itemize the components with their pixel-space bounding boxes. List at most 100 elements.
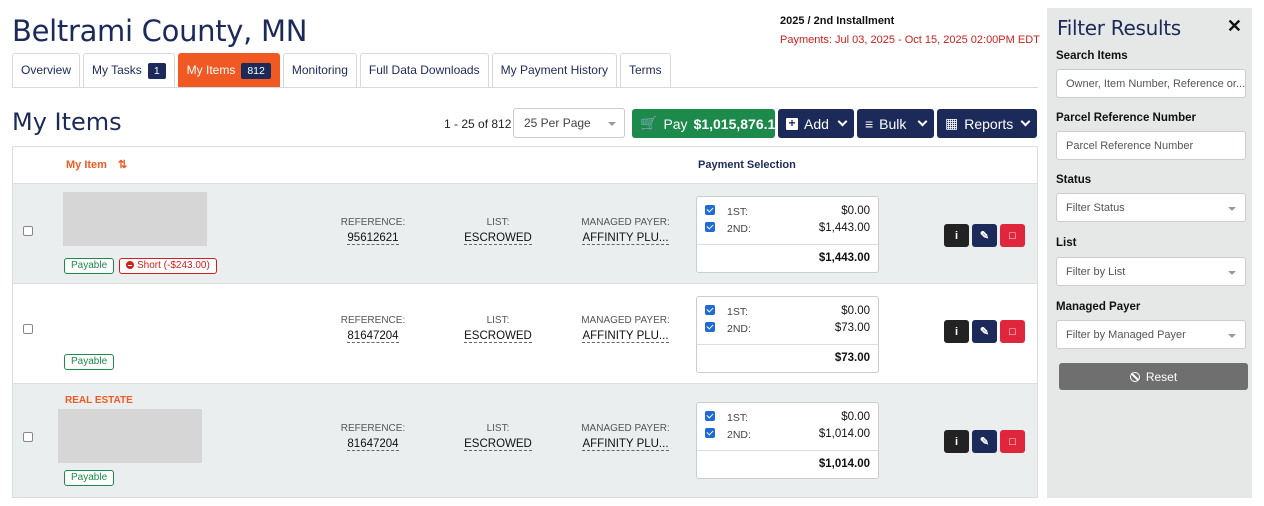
reference-cell: REFERENCE: 81647204 xyxy=(323,315,423,344)
status-select-value: Filter Status xyxy=(1066,202,1125,214)
first-installment-checkbox[interactable] xyxy=(705,411,715,421)
table-row: Payable REFERENCE: 81647204 LIST: ESCROWED… xyxy=(13,284,1037,384)
info-button[interactable]: i xyxy=(944,320,969,343)
trash-icon: □ xyxy=(1009,229,1016,242)
chevron-down-icon xyxy=(917,116,928,127)
payment-selection-box: 1ST: $0.00 2ND: $1,443.00 $1,443.00 xyxy=(696,196,879,273)
reports-button[interactable]: ▦ Reports xyxy=(937,109,1037,138)
bulk-button[interactable]: ≡ Bulk xyxy=(857,109,934,138)
row-checkbox[interactable] xyxy=(23,432,33,442)
item-thumbnail xyxy=(58,409,202,463)
list-value[interactable]: ESCROWED xyxy=(464,330,532,343)
installment-line: 2ND: $1,443.00 xyxy=(705,222,870,236)
tab-overview[interactable]: Overview xyxy=(12,53,81,87)
managed-payer-cell: MANAGED PAYER: AFFINITY PLU... xyxy=(573,315,678,344)
managed-payer-value[interactable]: AFFINITY PLU... xyxy=(582,330,669,343)
installment-amount: $73.00 xyxy=(834,322,870,334)
reference-value[interactable]: 95612621 xyxy=(347,232,399,245)
installment-line: 2ND: $1,014.00 xyxy=(705,428,870,442)
info-button[interactable]: i xyxy=(944,430,969,453)
reset-button[interactable]: Reset xyxy=(1059,363,1248,390)
filter-sidebar: Filter Results ✕ Search Items Owner, Ite… xyxy=(1047,8,1252,498)
payments-range: Payments: Jul 03, 2025 - Oct 15, 2025 02… xyxy=(780,34,1040,46)
managed-payer-select[interactable]: Filter by Managed Payer xyxy=(1056,320,1246,349)
row-checkbox[interactable] xyxy=(23,324,33,334)
installment-label: 2025 / 2nd Installment xyxy=(780,15,895,27)
reference-label: REFERENCE: xyxy=(340,315,406,326)
first-installment-checkbox[interactable] xyxy=(705,205,715,215)
managed-payer-label: MANAGED PAYER: xyxy=(581,217,670,228)
parcel-reference-input[interactable]: Parcel Reference Number xyxy=(1056,131,1246,160)
tab-terms[interactable]: Terms xyxy=(619,53,671,87)
caret-down-icon xyxy=(1228,207,1236,211)
edit-button[interactable]: ✎ xyxy=(972,224,997,247)
reference-value[interactable]: 81647204 xyxy=(347,330,399,343)
installment-label: 2ND: xyxy=(727,223,751,235)
second-installment-checkbox[interactable] xyxy=(705,222,715,232)
managed-payer-value[interactable]: AFFINITY PLU... xyxy=(582,438,669,451)
status-badge: Payable xyxy=(64,470,115,486)
delete-button[interactable]: □ xyxy=(1000,224,1025,247)
reference-cell: REFERENCE: 81647204 xyxy=(323,423,423,452)
trash-icon: □ xyxy=(1009,325,1016,338)
caret-down-icon xyxy=(1228,334,1236,338)
list-label: List xyxy=(1056,237,1077,249)
tab-monitoring[interactable]: Monitoring xyxy=(282,53,357,87)
status-badge: Payable xyxy=(64,354,115,370)
table-row: Payable Short (-$243.00) REFERENCE: 95612… xyxy=(13,184,1037,284)
status-select[interactable]: Filter Status xyxy=(1056,193,1246,222)
managed-payer-label: Managed Payer xyxy=(1056,301,1141,313)
list-value[interactable]: ESCROWED xyxy=(464,438,532,451)
row-checkbox[interactable] xyxy=(23,226,33,236)
pay-button[interactable]: 🛒 Pay $1,015,876.12 xyxy=(632,109,783,138)
tab-label: My Payment History xyxy=(500,63,608,77)
payment-selection-box: 1ST: $0.00 2ND: $1,014.00 $1,014.00 xyxy=(696,402,879,479)
tab-label: Overview xyxy=(21,63,72,77)
trash-icon: □ xyxy=(1009,435,1016,448)
tabs-divider xyxy=(12,87,1038,88)
tab-my-items[interactable]: My Items 812 xyxy=(177,53,280,87)
tab-my-tasks[interactable]: My Tasks 1 xyxy=(83,53,175,87)
per-page-select[interactable]: 25 Per Page xyxy=(513,108,625,138)
second-installment-checkbox[interactable] xyxy=(705,428,715,438)
sort-icon[interactable]: ⇅ xyxy=(118,159,128,171)
managed-payer-value[interactable]: AFFINITY PLU... xyxy=(582,232,669,245)
installment-line: 1ST: $0.00 xyxy=(705,305,870,319)
cart-icon: 🛒 xyxy=(640,115,658,131)
tab-count-badge: 1 xyxy=(147,62,166,79)
table-row: REAL ESTATE Payable REFERENCE: 81647204 L… xyxy=(13,384,1037,498)
close-icon[interactable]: ✕ xyxy=(1226,16,1242,36)
item-thumbnail xyxy=(63,192,207,246)
managed-payer-label: MANAGED PAYER: xyxy=(581,423,670,434)
list-select[interactable]: Filter by List xyxy=(1056,257,1246,286)
divider xyxy=(697,244,878,245)
tab-my-payment-history[interactable]: My Payment History xyxy=(491,53,617,87)
search-input[interactable]: Owner, Item Number, Reference or... xyxy=(1056,69,1246,98)
column-header-my-item[interactable]: My Item xyxy=(66,159,107,171)
second-installment-checkbox[interactable] xyxy=(705,322,715,332)
add-label: Add xyxy=(804,115,829,132)
first-installment-checkbox[interactable] xyxy=(705,305,715,315)
reference-label: REFERENCE: xyxy=(340,423,406,434)
info-button[interactable]: i xyxy=(944,224,969,247)
list-label: LIST: xyxy=(486,423,510,434)
installment-amount: $0.00 xyxy=(841,305,870,317)
caret-down-icon xyxy=(608,122,616,126)
bulk-label: Bulk xyxy=(879,115,907,132)
pay-label: Pay xyxy=(663,115,688,132)
reset-label: Reset xyxy=(1145,369,1178,384)
list-value[interactable]: ESCROWED xyxy=(464,232,532,245)
delete-button[interactable]: □ xyxy=(1000,430,1025,453)
per-page-value: 25 Per Page xyxy=(524,116,591,130)
add-button[interactable]: + Add xyxy=(778,109,854,138)
tab-full-data-downloads[interactable]: Full Data Downloads xyxy=(359,53,489,87)
delete-button[interactable]: □ xyxy=(1000,320,1025,343)
list-label: LIST: xyxy=(486,315,510,326)
edit-button[interactable]: ✎ xyxy=(972,320,997,343)
installment-label: 1ST: xyxy=(727,206,749,218)
tab-label: Terms xyxy=(628,63,662,77)
edit-button[interactable]: ✎ xyxy=(972,430,997,453)
reference-value[interactable]: 81647204 xyxy=(347,438,399,451)
pagination-range: 1 - 25 of 812 xyxy=(444,117,512,131)
